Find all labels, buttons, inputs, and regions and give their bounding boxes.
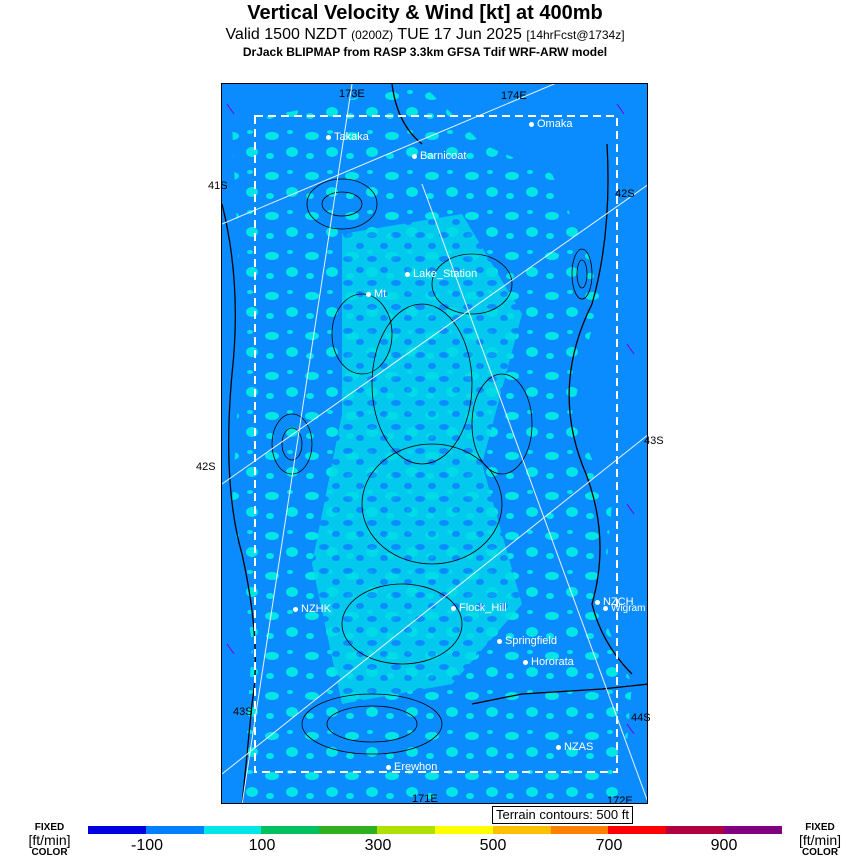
colorbar-tick: 700	[595, 837, 623, 854]
place-nzch: NZCH	[595, 596, 634, 608]
valid-time: Valid 1500 NZDT (0200Z) TUE 17 Jun 2025 …	[0, 26, 850, 44]
lat-label-43s-right: 43S	[644, 435, 664, 447]
colorbar-segment-9	[608, 826, 667, 834]
colorbar-tick: -100	[130, 837, 164, 854]
place-erewhon: Erewhon	[386, 761, 437, 773]
lon-label-172e: 172E	[607, 795, 633, 804]
lat-label-42s-left: 42S	[196, 461, 216, 473]
terrain-contours-note: Terrain contours: 500 ft	[492, 806, 633, 824]
place-dot	[366, 291, 371, 297]
colorbar-tick: 900	[710, 837, 738, 854]
colorbar-segment-0	[88, 826, 146, 834]
valid-utc: (0200Z)	[351, 28, 394, 42]
colorbar-label-left: FIXED [ft/min] COLOR	[28, 822, 71, 858]
colorbar-tick: 300	[364, 837, 392, 854]
place-takaka: Takaka	[326, 131, 369, 143]
lon-label-171e: 171E	[412, 793, 438, 804]
place-omaka: Omaka	[529, 118, 572, 130]
colorbar-segment-2	[203, 826, 262, 834]
vertical-velocity-field	[222, 84, 647, 803]
place-dot	[386, 764, 391, 770]
colorbar	[88, 826, 782, 834]
place-barnicoat: Barnicoat	[412, 150, 466, 162]
colorbar-segment-11	[724, 826, 782, 834]
lat-label-43s-left: 43S	[233, 706, 253, 718]
valid-date: TUE 17 Jun 2025	[397, 26, 522, 43]
colorbar-segment-8	[550, 826, 609, 834]
lat-label-42s-right: 42S	[615, 188, 635, 200]
colorbar-segment-7	[492, 826, 551, 834]
place-dot	[412, 153, 417, 159]
colorbar-segment-1	[145, 826, 204, 834]
place-nzhk: NZHK	[293, 603, 331, 615]
lon-label-173e: 173E	[339, 88, 365, 100]
valid-main: Valid 1500 NZDT	[225, 26, 347, 43]
place-dot	[603, 605, 608, 611]
colorbar-tick: 100	[248, 837, 276, 854]
lat-label-41s: 41S	[208, 180, 228, 192]
colorbar-segment-10	[666, 826, 725, 834]
colorbar-segment-3	[261, 826, 320, 834]
place-dot	[293, 606, 298, 612]
place-hororata: Hororata	[523, 656, 574, 668]
colorbar-tick: 500	[479, 837, 507, 854]
place-dot	[497, 638, 502, 644]
chart-title: Vertical Velocity & Wind [kt] at 400mb	[247, 2, 603, 24]
place-dot	[451, 605, 456, 611]
colorbar-segment-4	[319, 826, 378, 834]
place-springfield: Springfield	[497, 635, 557, 647]
place-nzas: NZAS	[556, 741, 593, 753]
colorbar-label-right: FIXED [ft/min] COLOR	[798, 822, 841, 858]
place-dot	[523, 659, 528, 665]
colorbar-segment-5	[377, 826, 435, 834]
lon-label-174e: 174E	[501, 90, 527, 102]
place-dot	[529, 121, 534, 127]
place-flock-hill: Flock_Hill	[451, 602, 507, 614]
place-dot	[595, 599, 600, 605]
place-wigram: Wigram	[603, 603, 645, 614]
place-dot	[556, 744, 561, 750]
place-mt: Mt	[366, 288, 386, 300]
forecast-tag: [14hrFcst@1734z]	[526, 28, 625, 42]
lat-label-44s: 44S	[631, 712, 651, 724]
colorbar-segment-6	[434, 826, 493, 834]
place-dot	[326, 134, 331, 140]
map-panel: 173E 174E 171E 172E Takaka Omaka Barnico…	[221, 83, 648, 804]
place-lake-station: Lake_Station	[405, 268, 477, 280]
model-line: DrJack BLIPMAP from RASP 3.3km GFSA Tdif…	[242, 45, 608, 59]
place-dot	[405, 271, 410, 277]
